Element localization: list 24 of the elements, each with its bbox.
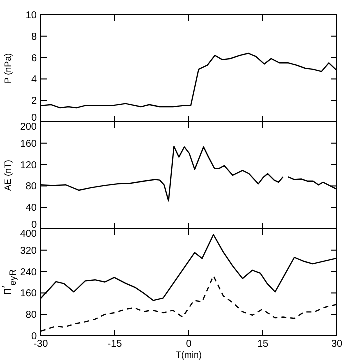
y-tick-label: 160 (20, 138, 38, 150)
y-tick-label: 80 (26, 182, 38, 193)
y-tick-label: 120 (20, 160, 38, 172)
y-tick-label: 4 (31, 74, 38, 86)
y-tick-label: 320 (20, 246, 38, 257)
y-axis-title: P (nPa) (3, 53, 13, 84)
y-tick-label: 0 (31, 113, 38, 124)
y-tick-label: 400 (20, 229, 38, 240)
x-tick-label: 15 (257, 339, 269, 350)
y-tick-label: 240 (20, 267, 38, 278)
x-tick-label: -15 (108, 339, 123, 350)
y-tick-label: 10 (26, 10, 38, 22)
y-tick-label: 8 (31, 32, 38, 43)
y-tick-label: 40 (26, 203, 38, 214)
y-tick-label: 160 (20, 288, 38, 300)
y-axis-title: AE (nT) (3, 160, 13, 192)
x-tick-label: 30 (331, 339, 343, 350)
y-tick-label: 0 (31, 220, 38, 231)
x-axis-title: T(min) (176, 350, 202, 360)
x-tick-label: 0 (186, 339, 192, 350)
y-tick-label: 2 (31, 96, 38, 108)
y-tick-label: 6 (31, 53, 38, 64)
y-tick-label: 80 (26, 310, 38, 322)
y-tick-label: 200 (20, 122, 38, 133)
